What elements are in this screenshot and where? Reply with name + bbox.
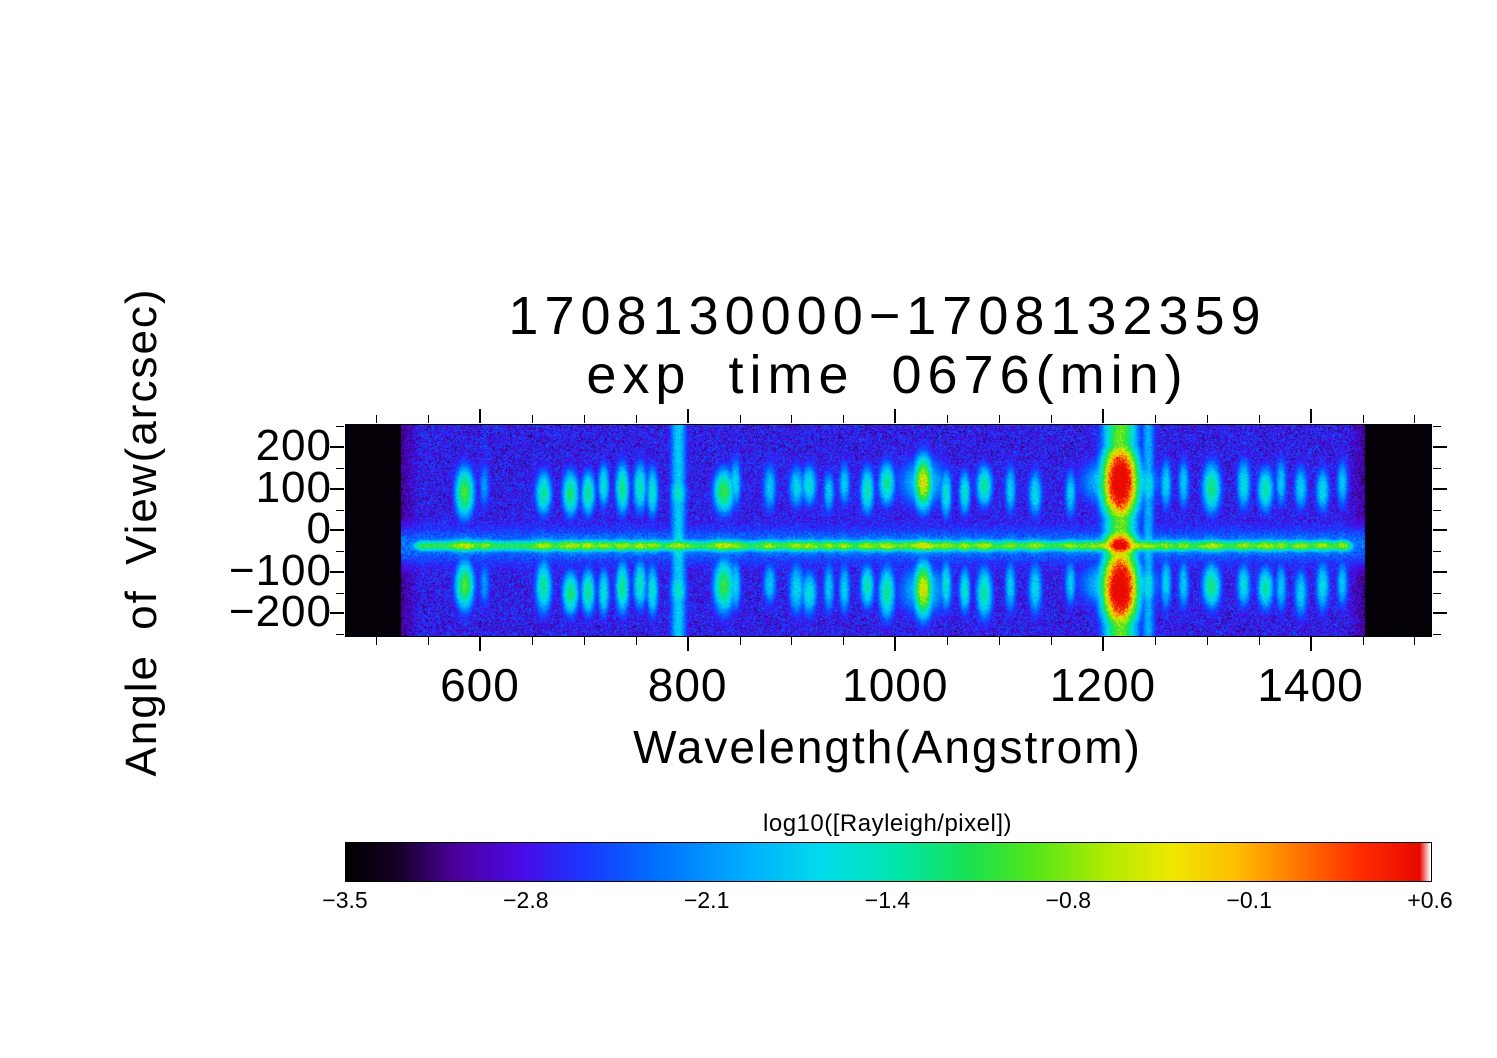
x-minor-tick-mark — [999, 637, 1001, 645]
y-tick-label: 100 — [255, 462, 332, 512]
x-minor-tick-mark — [428, 415, 430, 423]
y-minor-tick-mark — [1433, 468, 1441, 470]
y-minor-tick-mark — [336, 426, 344, 428]
y-minor-tick-mark — [336, 509, 344, 511]
x-minor-tick-mark — [531, 415, 533, 423]
x-tick-label: 1400 — [1257, 659, 1364, 711]
y-tick-label: 0 — [306, 504, 332, 554]
x-minor-tick-mark — [1414, 637, 1416, 645]
x-minor-tick-mark — [1362, 637, 1364, 645]
spectrogram-canvas — [345, 424, 1432, 637]
x-minor-tick-mark — [376, 415, 378, 423]
y-tick-mark — [330, 487, 344, 490]
y-tick-mark — [1433, 612, 1447, 615]
x-minor-tick-mark — [583, 415, 585, 423]
x-minor-tick-mark — [1362, 415, 1364, 423]
x-minor-tick-mark — [843, 637, 845, 645]
x-minor-tick-mark — [1258, 415, 1260, 423]
y-minor-tick-mark — [336, 634, 344, 636]
x-tick-mark — [894, 409, 897, 423]
y-tick-mark — [1433, 487, 1447, 490]
x-minor-tick-mark — [583, 637, 585, 645]
plot-title-line1: 1708130000−1708132359 — [508, 286, 1267, 346]
x-minor-tick-mark — [1206, 637, 1208, 645]
x-minor-tick-mark — [843, 415, 845, 423]
x-minor-tick-mark — [428, 637, 430, 645]
x-minor-tick-mark — [635, 637, 637, 645]
y-tick-label: −100 — [228, 545, 332, 595]
x-minor-tick-mark — [947, 415, 949, 423]
x-minor-tick-mark — [531, 637, 533, 645]
colorbar-tick-label: −2.8 — [503, 887, 549, 913]
x-tick-label: 800 — [647, 659, 728, 711]
x-minor-tick-mark — [1051, 637, 1053, 645]
x-minor-tick-mark — [1154, 415, 1156, 423]
y-minor-tick-mark — [1433, 592, 1441, 594]
y-tick-mark — [330, 612, 344, 615]
y-minor-tick-mark — [336, 468, 344, 470]
y-tick-label: 200 — [255, 421, 332, 471]
y-tick-mark — [1433, 570, 1447, 573]
x-minor-tick-mark — [376, 637, 378, 645]
y-tick-mark — [330, 570, 344, 573]
colorbar-tick-label: −0.1 — [1226, 887, 1272, 913]
colorbar-tick-label: −1.4 — [864, 887, 911, 913]
colorbar-label: log10([Rayleigh/pixel]) — [763, 810, 1012, 837]
x-minor-tick-mark — [635, 415, 637, 423]
x-tick-mark — [1101, 409, 1104, 423]
x-tick-label: 600 — [440, 659, 520, 711]
y-tick-mark — [1433, 446, 1447, 449]
y-tick-mark — [1433, 529, 1447, 532]
x-tick-mark — [1309, 409, 1312, 423]
x-tick-mark — [686, 637, 689, 651]
y-minor-tick-mark — [336, 592, 344, 594]
y-minor-tick-mark — [1433, 509, 1441, 511]
y-minor-tick-mark — [1433, 634, 1441, 636]
x-tick-mark — [894, 637, 897, 651]
x-minor-tick-mark — [947, 637, 949, 645]
x-tick-mark — [478, 409, 481, 423]
x-minor-tick-mark — [1206, 415, 1208, 423]
colorbar-tick-label: −2.1 — [683, 887, 730, 913]
x-minor-tick-mark — [791, 415, 793, 423]
x-minor-tick-mark — [1051, 415, 1053, 423]
x-tick-mark — [478, 637, 481, 651]
plot-title-line2: exp time 0676(min) — [586, 345, 1189, 405]
x-tick-mark — [686, 409, 689, 423]
x-minor-tick-mark — [739, 637, 741, 645]
x-minor-tick-mark — [739, 415, 741, 423]
x-tick-label: 1200 — [1049, 659, 1157, 711]
x-tick-label: 1000 — [842, 659, 949, 711]
x-minor-tick-mark — [1414, 415, 1416, 423]
colorbar-canvas — [345, 842, 1432, 882]
x-minor-tick-mark — [1154, 637, 1156, 645]
y-tick-label: −200 — [228, 587, 332, 637]
x-tick-mark — [1309, 637, 1312, 651]
y-axis-label: Angle of View(arcsec) — [117, 287, 166, 777]
colorbar-tick-label: −3.5 — [322, 887, 368, 913]
x-axis-label: Wavelength(Angstrom) — [633, 721, 1142, 773]
x-tick-mark — [1101, 637, 1104, 651]
colorbar-tick-label: −0.8 — [1045, 887, 1092, 913]
x-minor-tick-mark — [999, 415, 1001, 423]
x-minor-tick-mark — [791, 637, 793, 645]
y-tick-mark — [330, 446, 344, 449]
y-minor-tick-mark — [336, 551, 344, 553]
y-minor-tick-mark — [1433, 551, 1441, 553]
y-tick-mark — [330, 529, 344, 532]
y-minor-tick-mark — [1433, 426, 1441, 428]
x-minor-tick-mark — [1258, 637, 1260, 645]
colorbar-tick-label: +0.6 — [1407, 887, 1453, 913]
